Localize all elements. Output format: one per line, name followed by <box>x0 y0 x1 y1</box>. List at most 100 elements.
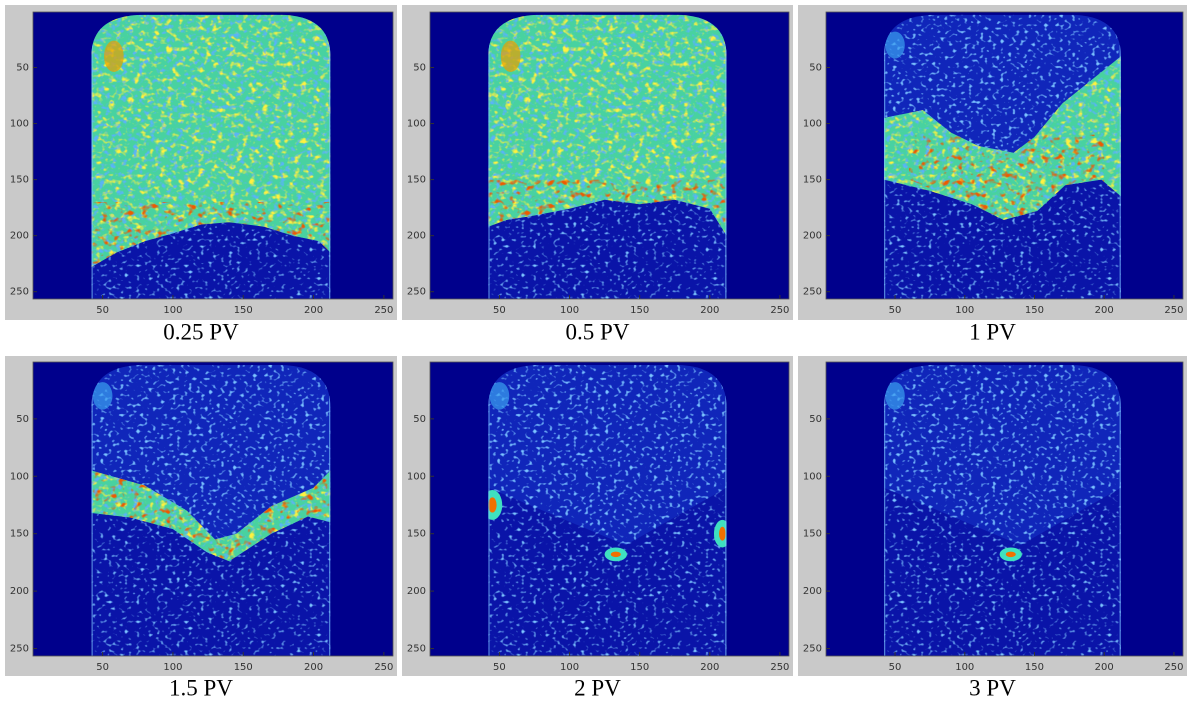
x-tick-label: 250 <box>1164 662 1183 673</box>
y-tick-label: 250 <box>10 644 29 655</box>
y-tick-label: 50 <box>16 62 29 73</box>
x-tick-label: 50 <box>889 662 902 673</box>
spot-core <box>610 551 621 558</box>
caption: 0.25 PV <box>163 319 239 344</box>
upper-speckle <box>488 364 727 546</box>
bright-corner <box>885 31 905 59</box>
heatmap-image <box>33 362 393 656</box>
x-tick-label: 50 <box>889 305 902 316</box>
x-tick-label: 200 <box>304 305 323 316</box>
y-tick-label: 50 <box>16 414 29 425</box>
x-tick-label: 100 <box>955 662 974 673</box>
x-tick-label: 150 <box>234 305 253 316</box>
panel: 50 100 150 200 250 50 100 150 200 250 <box>402 5 793 320</box>
x-tick-label: 150 <box>1025 662 1044 673</box>
heatmap-image <box>33 12 393 299</box>
spot-core <box>488 497 497 513</box>
x-tick-label: 150 <box>1025 305 1044 316</box>
x-tick-label: 50 <box>96 305 109 316</box>
axes-frame <box>32 361 394 657</box>
bright-corner <box>489 382 510 410</box>
x-tick-label: 150 <box>630 305 649 316</box>
core <box>488 364 727 656</box>
y-tick-label: 100 <box>803 471 822 482</box>
core <box>883 14 1121 299</box>
panel: 50 100 150 200 250 50 100 150 200 250 <box>798 356 1187 676</box>
axes-frame <box>429 11 790 300</box>
y-tick-label: 200 <box>803 231 822 242</box>
x-tick-label: 100 <box>560 662 579 673</box>
y-tick-label: 250 <box>803 644 822 655</box>
panel: 50 100 150 200 250 50 100 150 200 250 <box>5 5 397 320</box>
spot-core <box>1005 551 1016 558</box>
core <box>883 364 1121 656</box>
x-tick-label: 250 <box>374 305 393 316</box>
x-tick-label: 100 <box>163 305 182 316</box>
y-tick-label: 100 <box>10 119 29 130</box>
caption: 1.5 PV <box>169 675 233 700</box>
x-tick-label: 250 <box>374 662 393 673</box>
panel: 50 100 150 200 250 50 100 150 200 250 <box>5 356 397 676</box>
y-tick-label: 150 <box>803 529 822 540</box>
core <box>91 364 331 656</box>
y-tick-label: 100 <box>407 119 426 130</box>
x-tick-label: 200 <box>700 305 719 316</box>
axes-frame <box>429 361 790 657</box>
x-tick-label: 50 <box>493 662 506 673</box>
axes-frame <box>825 11 1184 300</box>
caption: 0.5 PV <box>566 319 630 344</box>
oil-zone <box>488 14 727 236</box>
y-tick-label: 200 <box>10 586 29 597</box>
y-tick-label: 50 <box>413 414 426 425</box>
panel: 50 100 150 200 250 50 100 150 200 250 <box>798 5 1187 320</box>
x-tick-label: 250 <box>770 662 789 673</box>
y-tick-label: 250 <box>407 644 426 655</box>
heatmap-image <box>430 362 789 656</box>
y-tick-label: 100 <box>407 471 426 482</box>
axes-frame <box>32 11 394 300</box>
y-tick-label: 200 <box>407 231 426 242</box>
x-tick-label: 50 <box>96 662 109 673</box>
x-tick-label: 150 <box>630 662 649 673</box>
y-tick-label: 50 <box>413 62 426 73</box>
y-tick-label: 200 <box>803 586 822 597</box>
x-tick-label: 200 <box>1095 662 1114 673</box>
y-tick-label: 150 <box>10 175 29 186</box>
x-tick-label: 50 <box>493 305 506 316</box>
y-tick-label: 150 <box>407 529 426 540</box>
x-tick-label: 150 <box>234 662 253 673</box>
upper-speckle <box>883 364 1121 546</box>
x-tick-label: 200 <box>700 662 719 673</box>
x-tick-label: 250 <box>770 305 789 316</box>
heatmap-image <box>826 362 1183 656</box>
caption: 1 PV <box>969 319 1016 344</box>
core <box>91 14 331 299</box>
y-tick-label: 200 <box>10 231 29 242</box>
hot-spot <box>104 40 124 72</box>
y-tick-label: 50 <box>809 414 822 425</box>
y-tick-label: 200 <box>407 586 426 597</box>
y-tick-label: 100 <box>803 119 822 130</box>
x-tick-label: 200 <box>304 662 323 673</box>
x-tick-label: 200 <box>1095 305 1114 316</box>
core <box>488 14 727 299</box>
spot-core <box>719 526 726 541</box>
y-tick-label: 150 <box>803 175 822 186</box>
heatmap-image <box>430 12 789 299</box>
y-tick-label: 250 <box>803 287 822 298</box>
x-tick-label: 100 <box>955 305 974 316</box>
y-tick-label: 50 <box>809 62 822 73</box>
caption: 2 PV <box>574 675 621 700</box>
bright-corner <box>885 382 905 410</box>
y-tick-label: 250 <box>407 287 426 298</box>
x-tick-label: 100 <box>560 305 579 316</box>
y-tick-label: 100 <box>10 471 29 482</box>
y-tick-label: 250 <box>10 287 29 298</box>
x-tick-label: 250 <box>1164 305 1183 316</box>
axes-frame <box>825 361 1184 657</box>
caption: 3 PV <box>969 675 1016 700</box>
y-tick-label: 150 <box>407 175 426 186</box>
hot-spot <box>500 40 521 72</box>
y-tick-label: 150 <box>10 529 29 540</box>
